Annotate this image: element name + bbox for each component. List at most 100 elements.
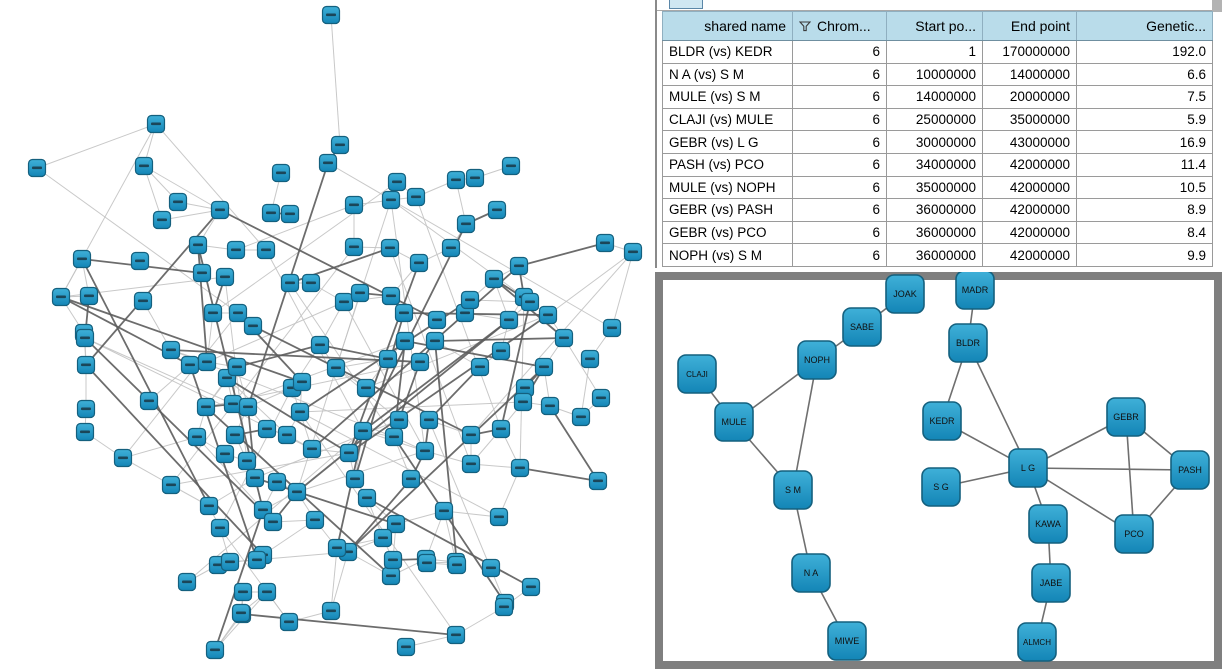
table-cell[interactable]: 20000000 — [982, 85, 1077, 109]
network-node-claji[interactable]: CLAJI — [677, 354, 717, 394]
network-node[interactable] — [231, 603, 251, 623]
network-node[interactable] — [520, 292, 540, 312]
table-cell[interactable]: 42000000 — [982, 198, 1077, 222]
network-edge[interactable] — [967, 342, 1029, 469]
network-node[interactable] — [188, 235, 208, 255]
table-cell[interactable]: 42000000 — [982, 152, 1077, 177]
network-node[interactable] — [243, 316, 263, 336]
cell-shared-name[interactable]: MULE (vs) S M — [662, 85, 793, 109]
network-node[interactable] — [345, 469, 365, 489]
network-node[interactable] — [267, 472, 287, 492]
network-node[interactable] — [521, 577, 541, 597]
network-node-miwe[interactable]: MIWE — [827, 621, 867, 661]
network-node[interactable] — [237, 451, 257, 471]
network-node[interactable] — [419, 410, 439, 430]
network-node[interactable] — [396, 637, 416, 657]
network-node[interactable] — [330, 135, 350, 155]
table-cell[interactable]: 43000000 — [982, 130, 1077, 154]
network-node-kawa[interactable]: KAWA — [1028, 504, 1068, 544]
network-node[interactable] — [373, 528, 393, 548]
table-cell[interactable]: 42000000 — [982, 220, 1077, 245]
network-node[interactable] — [305, 510, 325, 530]
network-node[interactable] — [327, 538, 347, 558]
network-node[interactable] — [461, 454, 481, 474]
network-node[interactable] — [381, 286, 401, 306]
network-node[interactable] — [277, 425, 297, 445]
table-cell[interactable]: 6 — [792, 130, 887, 154]
network-node[interactable] — [161, 340, 181, 360]
network-node[interactable] — [161, 475, 181, 495]
table-cell[interactable]: 25000000 — [886, 107, 983, 132]
network-node[interactable] — [215, 267, 235, 287]
column-header-shared-name[interactable]: shared name — [662, 11, 793, 41]
network-node[interactable] — [256, 240, 276, 260]
network-node[interactable] — [461, 425, 481, 445]
table-cell[interactable]: 7.5 — [1076, 85, 1213, 109]
network-node[interactable] — [513, 392, 533, 412]
network-node[interactable] — [310, 335, 330, 355]
network-node[interactable] — [588, 471, 608, 491]
network-node[interactable] — [263, 512, 283, 532]
network-node[interactable] — [192, 263, 212, 283]
table-cell[interactable]: 6 — [792, 243, 887, 267]
network-node-pash[interactable]: PASH — [1170, 450, 1210, 490]
network-node[interactable] — [187, 427, 207, 447]
table-cell[interactable]: 36000000 — [886, 198, 983, 222]
network-node[interactable] — [220, 552, 240, 572]
table-cell[interactable]: 14000000 — [886, 85, 983, 109]
table-cell[interactable]: 192.0 — [1076, 40, 1213, 64]
network-node[interactable] — [456, 214, 476, 234]
column-header-chrom---[interactable]: Chrom... — [792, 11, 887, 41]
network-node[interactable] — [484, 269, 504, 289]
table-row[interactable]: MULE (vs) S M 6 14000000 20000000 7.5 — [662, 85, 1213, 109]
network-node[interactable] — [199, 496, 219, 516]
network-node[interactable] — [602, 318, 622, 338]
network-node[interactable] — [623, 242, 643, 262]
column-header-end-point[interactable]: End point — [982, 11, 1077, 41]
network-node[interactable] — [387, 172, 407, 192]
network-node[interactable] — [302, 439, 322, 459]
network-node[interactable] — [409, 253, 429, 273]
network-node[interactable] — [381, 190, 401, 210]
table-cell[interactable]: 8.4 — [1076, 220, 1213, 245]
network-node[interactable] — [139, 391, 159, 411]
network-node[interactable] — [580, 349, 600, 369]
table-row[interactable]: CLAJI (vs) MULE 6 25000000 35000000 5.9 — [662, 107, 1213, 132]
table-cell[interactable]: 6.6 — [1076, 62, 1213, 87]
cell-shared-name[interactable]: GEBR (vs) PASH — [662, 198, 793, 222]
network-node[interactable] — [386, 514, 406, 534]
network-node[interactable] — [534, 357, 554, 377]
network-node[interactable] — [27, 158, 47, 178]
network-node[interactable] — [571, 407, 591, 427]
network-node[interactable] — [177, 572, 197, 592]
network-node[interactable] — [51, 287, 71, 307]
network-node[interactable] — [510, 458, 530, 478]
network-node[interactable] — [203, 303, 223, 323]
small-network-canvas[interactable]: JOAK SABE NOPH CLAJI MULE S M N A MIWE MADR BLDR K… — [655, 272, 1222, 669]
network-node[interactable] — [180, 355, 200, 375]
network-node[interactable] — [344, 237, 364, 257]
table-cell[interactable]: 42000000 — [982, 175, 1077, 200]
column-header-genetic---[interactable]: Genetic... — [1076, 11, 1213, 41]
network-node-joak[interactable]: JOAK — [885, 274, 925, 314]
network-node[interactable] — [389, 410, 409, 430]
network-node[interactable] — [465, 168, 485, 188]
table-cell[interactable]: 36000000 — [886, 243, 983, 267]
network-node[interactable] — [538, 305, 558, 325]
network-node[interactable] — [401, 469, 421, 489]
table-cell[interactable]: 42000000 — [982, 243, 1077, 267]
table-cell[interactable]: 6 — [792, 85, 887, 109]
network-node[interactable] — [287, 482, 307, 502]
table-cell[interactable]: 6 — [792, 175, 887, 200]
network-node[interactable] — [233, 582, 253, 602]
network-node[interactable] — [238, 397, 258, 417]
network-node[interactable] — [146, 114, 166, 134]
table-cell[interactable]: 14000000 — [982, 62, 1077, 87]
table-row[interactable]: N A (vs) S M 6 10000000 14000000 6.6 — [662, 62, 1213, 87]
network-node[interactable] — [318, 153, 338, 173]
cell-shared-name[interactable]: BLDR (vs) KEDR — [662, 40, 793, 64]
table-cell[interactable]: 6 — [792, 198, 887, 222]
table-cell[interactable]: 9.9 — [1076, 243, 1213, 267]
network-node[interactable] — [225, 425, 245, 445]
network-node[interactable] — [228, 303, 248, 323]
